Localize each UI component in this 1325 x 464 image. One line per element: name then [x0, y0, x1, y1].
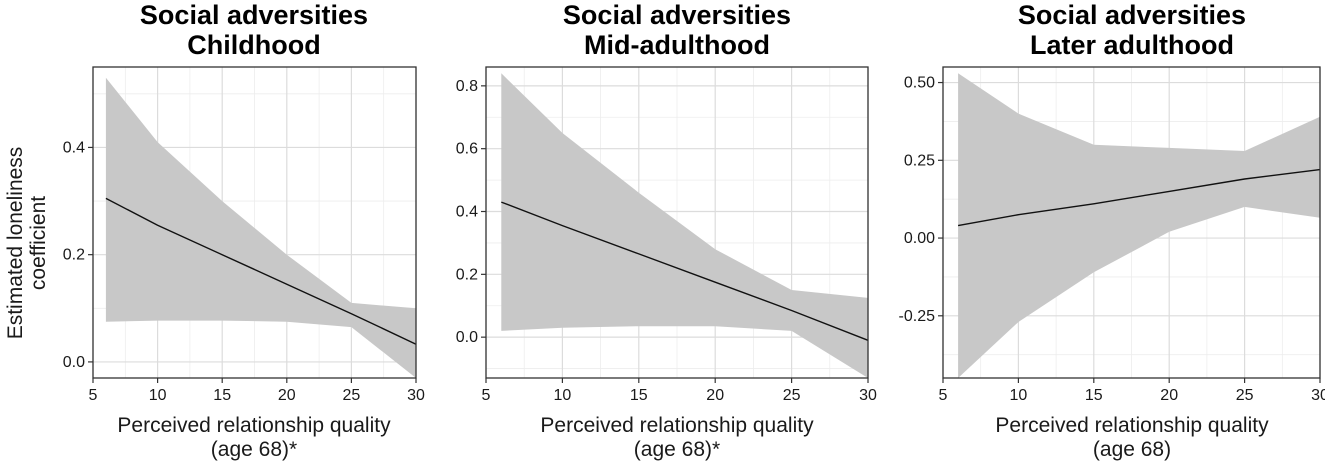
x-axis-label-line2: (age 68)* [211, 438, 297, 461]
y-tick-label: 0.2 [63, 247, 85, 264]
confidence-band [958, 73, 1320, 378]
y-tick-label: 0.6 [456, 141, 478, 158]
x-axis-label-line1: Perceived relationship quality [117, 414, 391, 437]
y-tick-label: 0.4 [456, 204, 478, 221]
x-tick-label: 30 [407, 387, 425, 404]
y-tick-label: 0.0 [456, 329, 478, 346]
x-tick-label: 30 [859, 387, 877, 404]
plot-frame [485, 66, 869, 379]
y-tick-label: 0.8 [456, 78, 478, 95]
plot-area [942, 66, 1321, 379]
x-tick-label: 10 [1010, 387, 1028, 404]
fitted-line [105, 197, 417, 345]
x-tick-label: 25 [343, 387, 361, 404]
y-axis-label-line2: coefficient [27, 196, 50, 290]
y-tick-label: 0.0 [63, 354, 85, 371]
x-tick-label: 5 [89, 387, 98, 404]
x-tick-label: 20 [706, 387, 724, 404]
panel-later-adulthood: Social adversities Later adulthood Perce… [899, 0, 1325, 461]
x-axis-label-line2: (age 68)* [634, 438, 720, 461]
x-tick-label: 5 [939, 387, 948, 404]
x-tick-label: 20 [1160, 387, 1178, 404]
x-axis-label-line1: Perceived relationship quality [540, 414, 814, 437]
confidence-band [105, 77, 417, 378]
y-axis-label: Estimated loneliness coefficient [4, 147, 50, 340]
y-tick-label: 0.50 [904, 75, 935, 92]
plot-frame [942, 66, 1321, 379]
y-tick-label: 0.00 [904, 230, 935, 247]
panel-title-line1: Social adversities [1018, 0, 1246, 30]
y-tick-label: 0.2 [456, 266, 478, 283]
x-tick-label: 10 [149, 387, 167, 404]
plot-area [92, 66, 417, 379]
plot-area [485, 66, 869, 379]
y-tick-label: 0.25 [904, 152, 935, 169]
panel-title-line2: Mid-adulthood [584, 30, 770, 60]
x-tick-label: 10 [554, 387, 572, 404]
plot-frame [92, 66, 417, 379]
panel-title-line2: Later adulthood [1030, 30, 1234, 60]
y-axis-label-line1: Estimated loneliness [4, 147, 27, 340]
panel-mid-adulthood: Social adversities Mid-adulthood Perceiv… [456, 0, 877, 461]
x-tick-label: 30 [1311, 387, 1325, 404]
x-tick-label: 5 [482, 387, 491, 404]
x-axis-label-line2: (age 68) [1093, 438, 1171, 461]
x-tick-label: 25 [783, 387, 801, 404]
y-tick-label: 0.4 [63, 139, 85, 156]
fitted-line [501, 201, 869, 341]
confidence-band [501, 73, 868, 379]
x-tick-label: 15 [213, 387, 231, 404]
panel-childhood: Social adversities Childhood Perceived r… [63, 0, 425, 461]
x-tick-label: 20 [278, 387, 296, 404]
panel-title-line1: Social adversities [140, 0, 368, 30]
fitted-line [957, 168, 1321, 227]
x-tick-label: 25 [1236, 387, 1254, 404]
y-tick-label: -0.25 [899, 308, 936, 325]
panel-title-line1: Social adversities [563, 0, 791, 30]
panel-title-line2: Childhood [187, 30, 320, 60]
x-tick-label: 15 [630, 387, 648, 404]
x-axis-label-line1: Perceived relationship quality [995, 414, 1269, 437]
x-tick-label: 15 [1085, 387, 1103, 404]
